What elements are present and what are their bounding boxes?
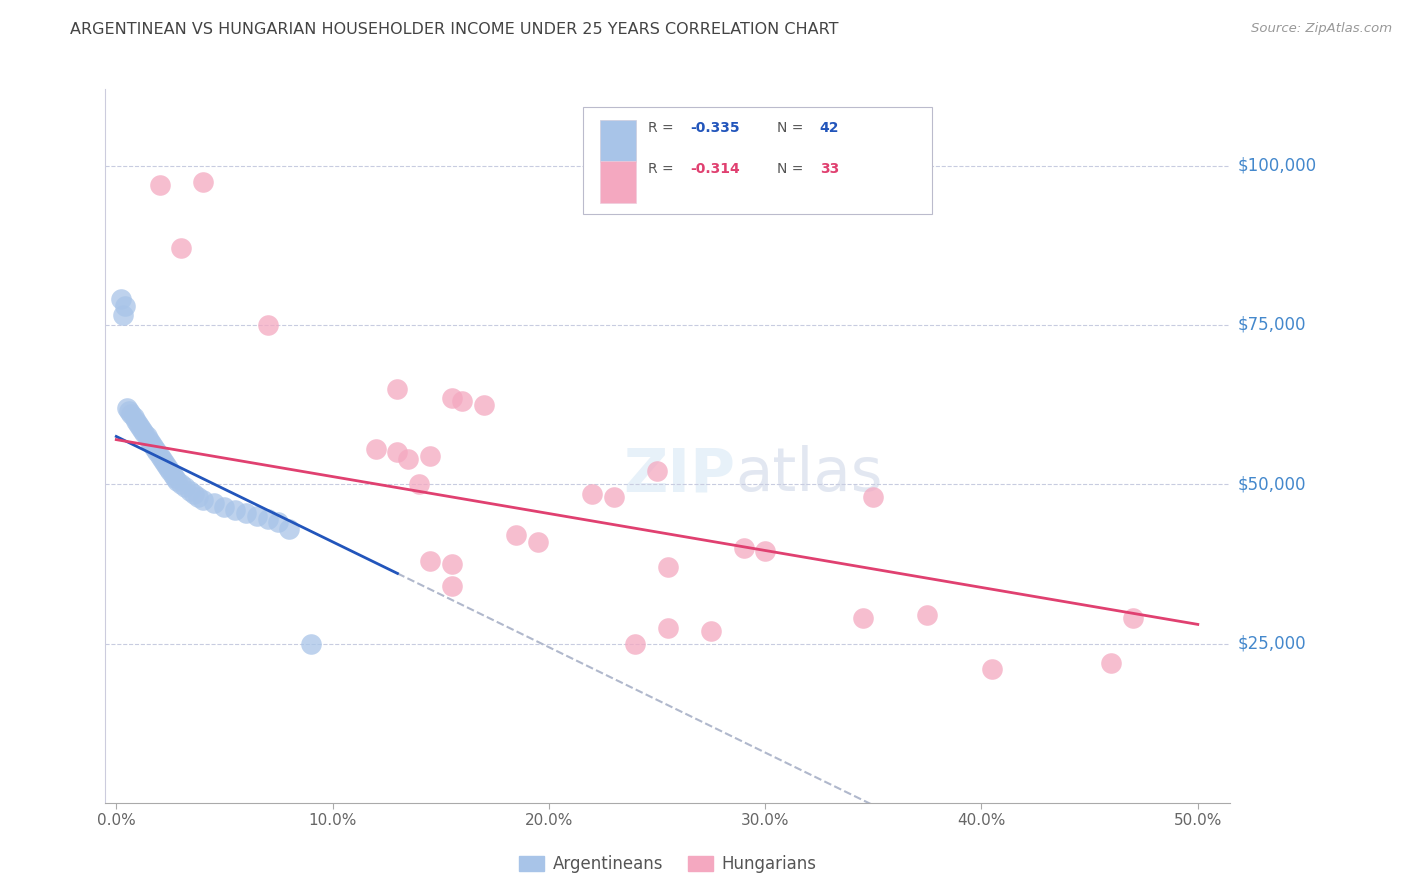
Text: 42: 42 (820, 120, 839, 135)
Point (267, 516, 290, 530)
Point (603, 490, 626, 504)
Point (451, 394, 474, 409)
Point (657, 621, 679, 635)
Point (862, 490, 884, 504)
Point (179, 483, 201, 498)
Point (505, 528, 527, 542)
Text: 33: 33 (820, 162, 839, 176)
Point (278, 522, 301, 536)
Text: R =: R = (648, 162, 678, 176)
Point (256, 512, 278, 526)
Text: N =: N = (778, 120, 807, 135)
Point (120, 407, 142, 421)
Point (624, 636, 647, 650)
Text: Source: ZipAtlas.com: Source: ZipAtlas.com (1251, 22, 1392, 36)
Point (146, 445, 169, 459)
Point (187, 490, 209, 504)
FancyBboxPatch shape (600, 120, 637, 162)
Point (256, 318, 278, 332)
Point (419, 449, 441, 463)
Point (170, 477, 193, 491)
Point (1099, 656, 1122, 670)
Point (174, 480, 197, 494)
Point (163, 471, 186, 485)
Point (472, 398, 495, 412)
Point (170, 242, 193, 256)
Point (135, 429, 157, 443)
Point (166, 474, 188, 488)
Point (419, 554, 441, 568)
Point (129, 420, 152, 434)
Point (224, 502, 246, 516)
Point (155, 458, 177, 472)
Point (157, 461, 180, 475)
Text: ARGENTINEAN VS HUNGARIAN HOUSEHOLDER INCOME UNDER 25 YEARS CORRELATION CHART: ARGENTINEAN VS HUNGARIAN HOUSEHOLDER INC… (70, 22, 839, 37)
Point (581, 487, 603, 501)
Point (657, 560, 679, 574)
Point (527, 534, 550, 549)
Point (191, 493, 214, 508)
Point (191, 175, 214, 189)
Point (162, 467, 184, 482)
Point (110, 293, 132, 307)
Point (387, 445, 409, 459)
Point (118, 404, 141, 418)
Point (1122, 611, 1144, 625)
Point (202, 496, 225, 510)
Point (148, 178, 170, 192)
Legend: Argentineans, Hungarians: Argentineans, Hungarians (513, 849, 823, 880)
Point (143, 442, 166, 457)
Text: ZIP: ZIP (623, 445, 735, 504)
Point (131, 423, 153, 437)
Point (733, 541, 755, 555)
Text: $100,000: $100,000 (1237, 157, 1316, 175)
FancyBboxPatch shape (600, 161, 637, 203)
Point (917, 607, 939, 622)
Text: $25,000: $25,000 (1237, 634, 1306, 653)
Point (235, 506, 257, 520)
Point (396, 451, 419, 466)
Point (851, 611, 873, 625)
Point (214, 500, 236, 514)
Point (440, 557, 463, 571)
Text: N =: N = (778, 162, 807, 176)
Point (134, 426, 156, 441)
Text: -0.314: -0.314 (690, 162, 740, 176)
Point (440, 391, 463, 405)
Point (111, 309, 134, 323)
Point (299, 636, 322, 650)
Point (122, 410, 145, 425)
Point (981, 662, 1004, 676)
Point (440, 579, 463, 593)
Text: -0.335: -0.335 (690, 120, 740, 135)
Text: atlas: atlas (735, 445, 883, 504)
Point (142, 439, 165, 453)
Point (387, 382, 409, 396)
Point (150, 451, 173, 466)
Text: $75,000: $75,000 (1237, 316, 1306, 334)
Point (408, 477, 430, 491)
Point (127, 417, 149, 431)
Point (754, 544, 776, 558)
Point (115, 401, 138, 415)
Point (139, 435, 162, 450)
Point (645, 465, 668, 479)
Text: R =: R = (648, 120, 678, 135)
Point (114, 299, 136, 313)
Point (138, 433, 160, 447)
Text: $50,000: $50,000 (1237, 475, 1306, 493)
Point (246, 509, 269, 524)
Point (364, 442, 387, 457)
Point (148, 449, 170, 463)
Point (153, 455, 176, 469)
Point (700, 624, 723, 638)
Point (159, 465, 181, 479)
FancyBboxPatch shape (583, 107, 932, 214)
Point (183, 487, 205, 501)
Point (125, 413, 148, 427)
